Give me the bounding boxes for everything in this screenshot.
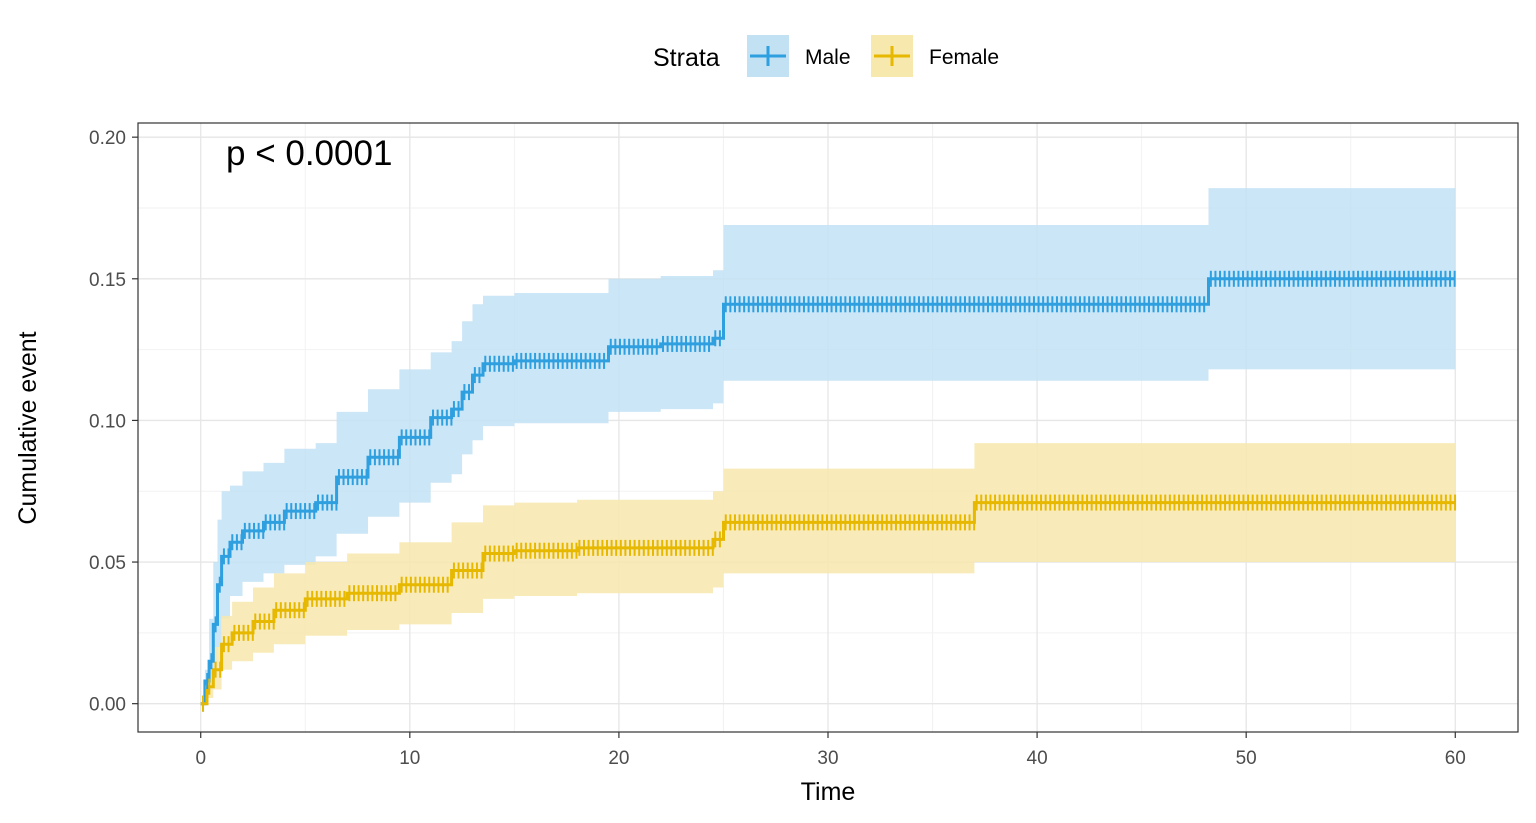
y-tick-label: 0.15 xyxy=(89,270,126,291)
y-tick-label: 0.10 xyxy=(89,411,126,432)
censor-marks xyxy=(202,270,1457,712)
x-tick-label: 10 xyxy=(399,748,420,769)
legend-label-male: Male xyxy=(805,46,851,69)
x-tick-label: 40 xyxy=(1027,748,1048,769)
legend-label-female: Female xyxy=(929,46,999,69)
y-axis-title: Cumulative event xyxy=(14,331,42,524)
x-tick-label: 60 xyxy=(1445,748,1466,769)
ci-band-male xyxy=(200,188,1456,704)
legend-title: Strata xyxy=(653,44,720,72)
p-value-annotation: p < 0.0001 xyxy=(226,134,392,173)
x-tick-label: 50 xyxy=(1236,748,1257,769)
x-axis: 0 10 20 30 40 50 60 xyxy=(195,732,1466,769)
legend-item-male: Male xyxy=(747,35,851,77)
y-tick-label: 0.20 xyxy=(89,128,126,149)
legend-item-female: Female xyxy=(871,35,999,77)
y-tick-label: 0.00 xyxy=(89,695,126,716)
x-tick-label: 0 xyxy=(195,748,206,769)
x-tick-label: 30 xyxy=(817,748,838,769)
x-tick-label: 20 xyxy=(608,748,629,769)
y-tick-label: 0.05 xyxy=(89,553,126,574)
y-axis: 0.00 0.05 0.10 0.15 0.20 xyxy=(89,128,138,716)
legend: Strata Male Female xyxy=(653,35,999,77)
x-axis-title: Time xyxy=(801,778,856,806)
